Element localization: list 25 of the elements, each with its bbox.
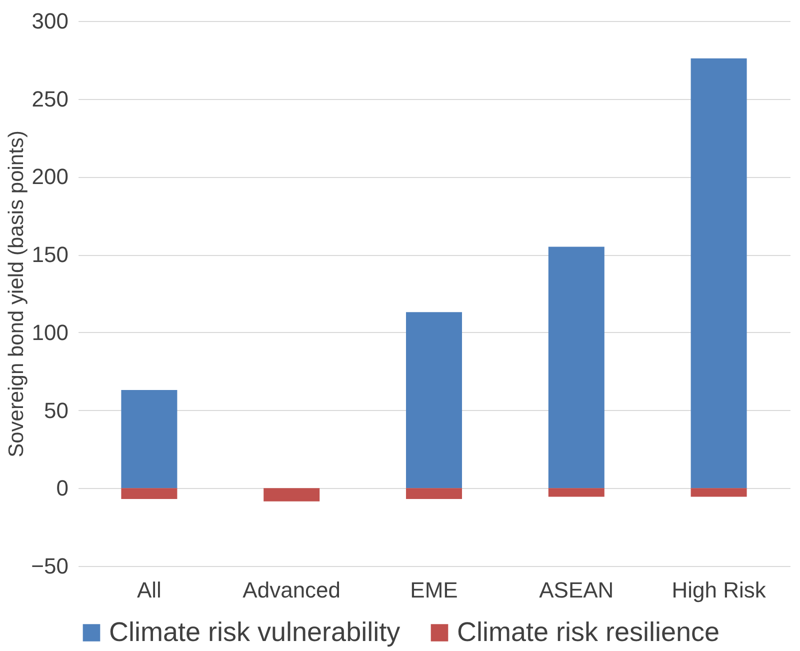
y-tick-label: 0: [56, 476, 68, 501]
bar: [548, 488, 604, 497]
bar: [690, 488, 747, 497]
legend-label: Climate risk resilience: [457, 616, 720, 647]
x-tick-label: Advanced: [242, 578, 341, 602]
y-tick-label: 100: [32, 320, 68, 345]
bar: [264, 488, 320, 502]
bar: [548, 246, 604, 488]
x-tick-label: High Risk: [672, 578, 767, 602]
bar: [690, 58, 747, 488]
y-tick-label: −50: [31, 554, 68, 578]
bar: [406, 312, 462, 488]
bar: [121, 488, 178, 500]
x-tick-label: EME: [410, 578, 458, 602]
y-tick-label: 200: [32, 164, 68, 190]
y-tick-label: 150: [32, 242, 68, 268]
bar: [121, 390, 178, 488]
legend-label: Climate risk vulnerability: [109, 616, 401, 647]
y-tick-label: 50: [44, 398, 68, 423]
y-tick-label: 300: [32, 8, 68, 34]
y-axis-title: Sovereign bond yield (basis points): [5, 130, 28, 458]
bar: [406, 488, 462, 500]
x-tick-label: ASEAN: [539, 578, 614, 602]
y-tick-label: 250: [32, 86, 68, 112]
x-tick-label: All: [136, 578, 162, 602]
